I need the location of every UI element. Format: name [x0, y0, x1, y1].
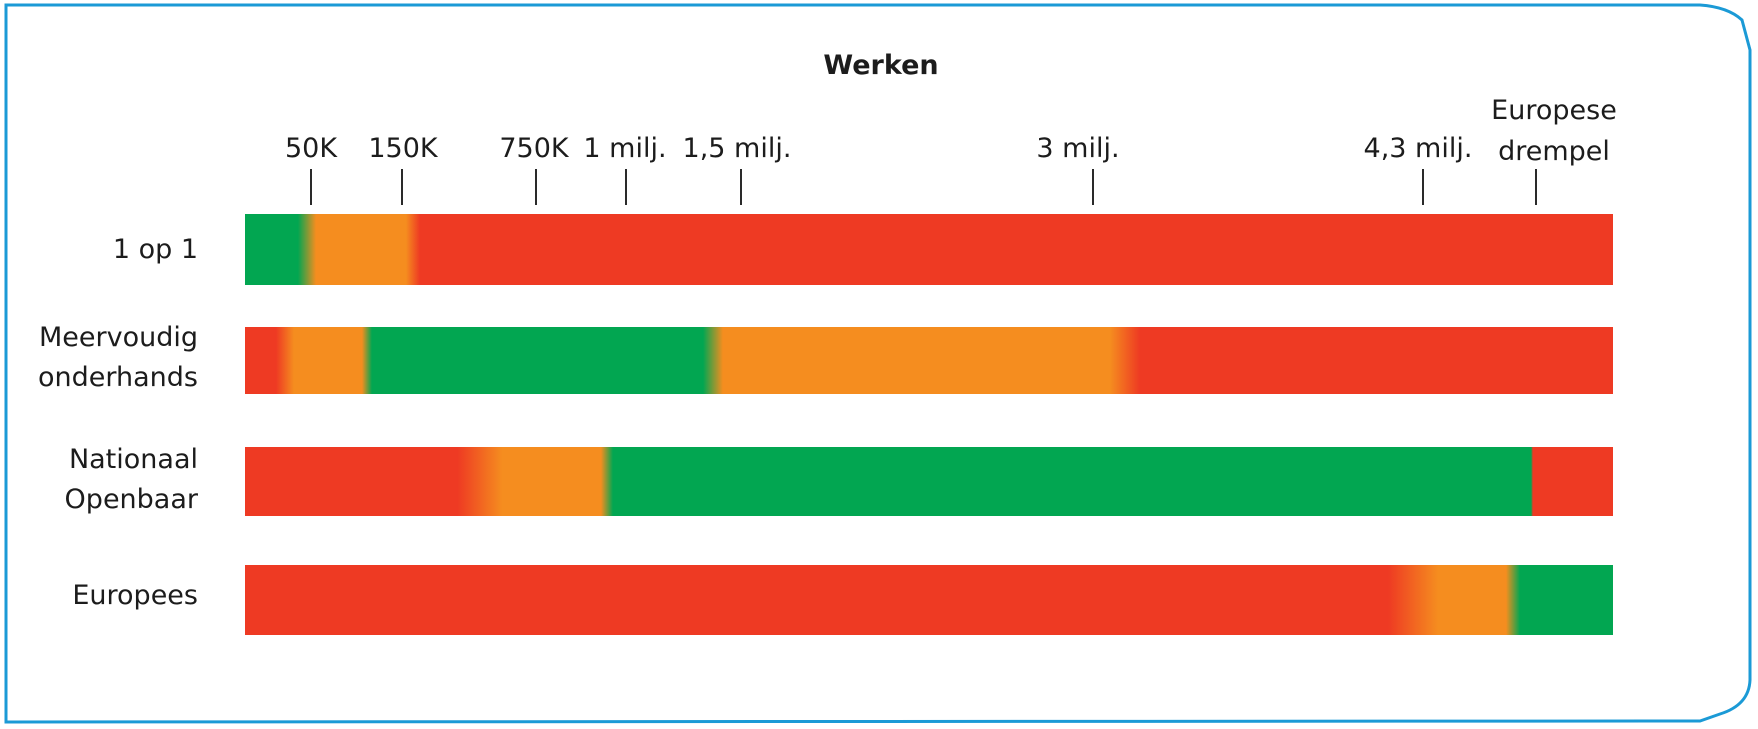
tick-line-750k: [535, 169, 537, 205]
band-row-2: [245, 447, 1613, 516]
row-label-meervoudig-onderhands: Meervoudig onderhands: [38, 322, 198, 393]
row-label-europees: Europees: [72, 580, 198, 611]
chart-title: Werken: [823, 50, 939, 81]
tick-line-3milj: [1092, 169, 1094, 205]
row-label-1-op-1: 1 op 1: [112, 234, 198, 265]
tick-label-europese-drempel: Europese drempel: [1491, 95, 1617, 167]
tick-label-1-5milj: 1,5 milj.: [682, 133, 792, 164]
tick-label-4-3milj: 4,3 milj.: [1363, 133, 1473, 164]
tick-line-150k: [401, 169, 403, 205]
tick-line-1milj: [625, 169, 627, 205]
tick-line-europese-drempel: [1535, 169, 1537, 205]
tick-line-4-3milj: [1422, 169, 1424, 205]
tick-line-1-5milj: [740, 169, 742, 205]
band-row-0: [245, 214, 1613, 285]
tick-label-150k: 150K: [368, 133, 438, 164]
tick-line-50k: [310, 169, 312, 205]
tick-label-750k: 750K: [499, 133, 569, 164]
tick-label-3milj: 3 milj.: [1036, 133, 1120, 164]
band-row-3: [245, 565, 1613, 635]
tick-label-1milj: 1 milj.: [583, 133, 667, 164]
band-row-1: [245, 327, 1613, 394]
tick-label-50k: 50K: [284, 133, 338, 164]
row-label-nationaal-openbaar: Nationaal Openbaar: [64, 444, 198, 515]
